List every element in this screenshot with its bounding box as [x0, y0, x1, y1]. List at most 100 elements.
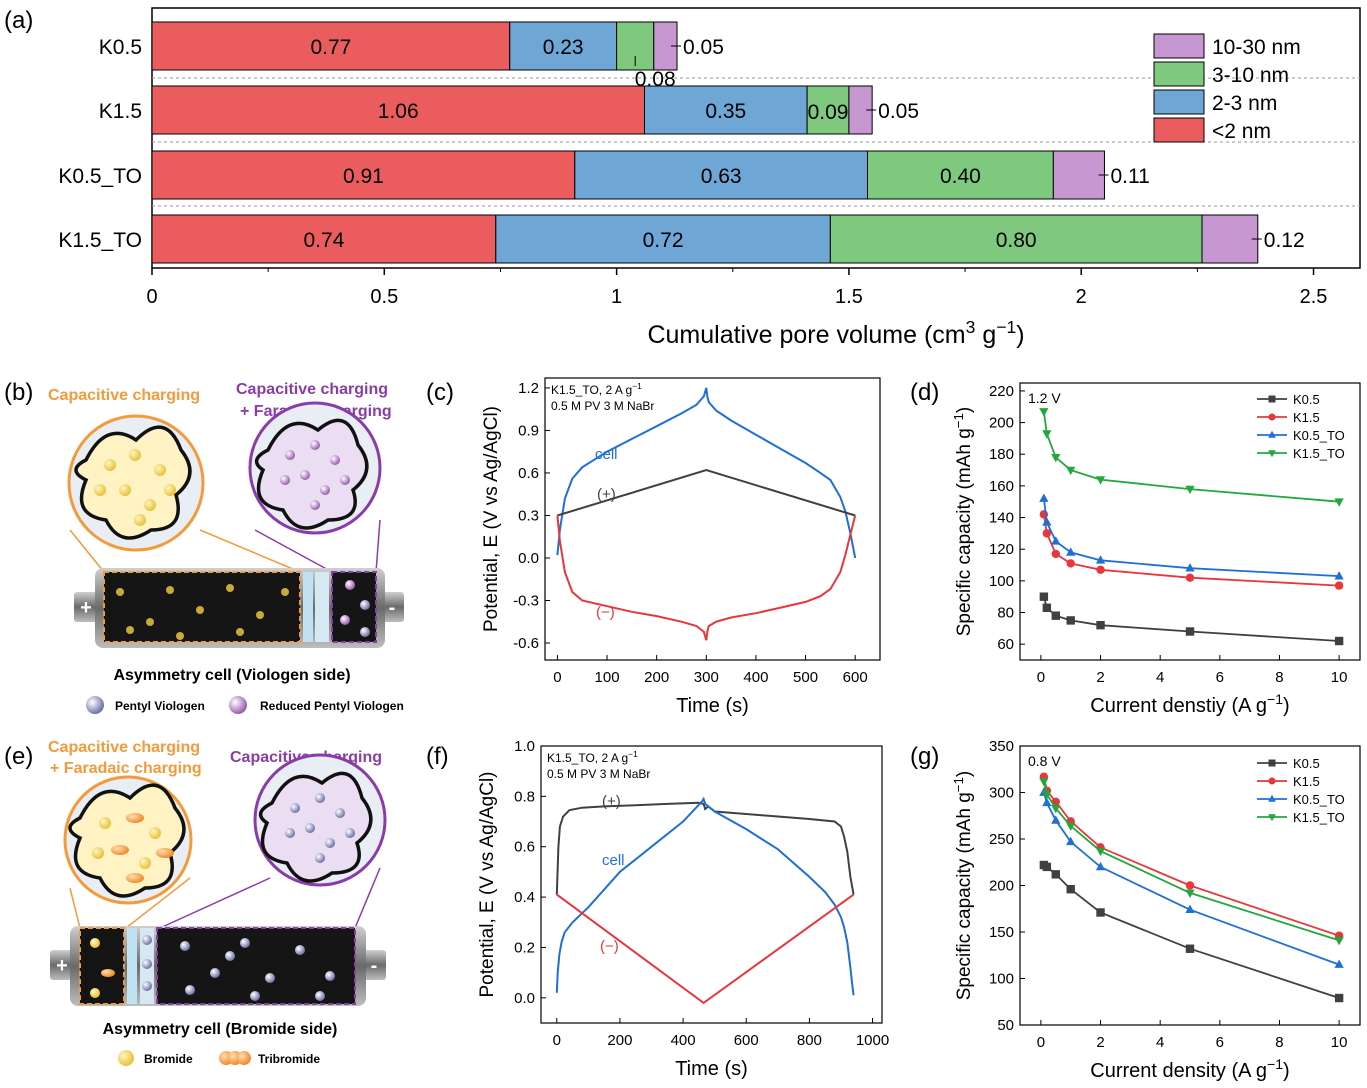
legend-label: <2 nm	[1212, 120, 1271, 143]
y-tick-label: 180	[989, 446, 1014, 463]
battery-cell: + -	[74, 568, 404, 648]
plot-frame	[151, 7, 1361, 269]
voltage-annotation: 0.8 V	[1028, 753, 1061, 769]
legend-label: K1.5_TO	[1293, 810, 1345, 825]
y-tick-label: 350	[989, 738, 1014, 755]
data-point	[1268, 395, 1276, 403]
minus-terminal: -	[371, 955, 378, 977]
data-label: 1.06	[378, 100, 419, 123]
x-tick-label: 100	[595, 669, 620, 686]
panel-label-e: (e)	[4, 743, 33, 770]
e-legend-2: Tribromide	[258, 1052, 320, 1066]
data-point	[1185, 944, 1195, 953]
legend-label: 2-3 nm	[1212, 92, 1277, 115]
annotation-line-1: K1.5_TO, 2 A g−1	[551, 381, 642, 397]
x-axis-label: Time (s)	[675, 1058, 748, 1080]
series-line	[1043, 498, 1340, 577]
y-tick-label: 160	[989, 478, 1014, 495]
x-tick-label: 2	[1096, 669, 1104, 686]
y-tick-label: 120	[989, 541, 1014, 558]
x-tick-label: 0	[1037, 669, 1045, 686]
y-tick-label: 0.2	[514, 939, 535, 956]
legend-label: K0.5_TO	[1293, 428, 1345, 443]
data-point	[1268, 413, 1276, 421]
y-axis-label: Specific capacity (mAh g−1)	[951, 771, 976, 1001]
capacity-chart-d: (d) 0 2 4 6 8 10 60 80 100 120 140 160 180 200 220 K0.5…	[910, 379, 1361, 717]
data-point	[1051, 815, 1061, 824]
text-span: Current density (A g	[1090, 1060, 1267, 1082]
data-point	[1051, 454, 1061, 463]
x-tick-label: 2.5	[1300, 286, 1328, 308]
zoom-line	[125, 877, 191, 929]
x-tick-label: 2	[1076, 286, 1087, 308]
curve-label: (−)	[596, 604, 615, 621]
plot-frame	[544, 377, 881, 661]
bar-segment	[509, 21, 618, 71]
text-span: Specific capacity (mAh g	[954, 792, 975, 1000]
x-tick-label: 8	[1275, 1034, 1283, 1051]
data-label: 0.08	[635, 68, 676, 91]
text-span: Specific capacity (mAh g	[954, 428, 975, 636]
curve-label: (+)	[602, 793, 621, 810]
y-tick-label: 250	[989, 831, 1014, 848]
data-point	[1268, 814, 1276, 822]
data-point	[1042, 603, 1052, 612]
category-label: K1.5	[99, 100, 142, 123]
data-point	[1039, 592, 1049, 601]
superscript: −1	[1267, 691, 1283, 707]
data-point	[1334, 581, 1344, 590]
cd-curve-chart-c: (c) 0 100 200 300 400 500 600 -0.6 -0.3 0.0 0.3 0.6…	[426, 377, 881, 717]
superscript: −1	[951, 413, 966, 428]
annotation-line-2: 0.5 M PV 3 M NaBr	[551, 399, 654, 413]
y-tick-label: 150	[989, 924, 1014, 941]
data-point	[1268, 430, 1276, 438]
panel-label-a: (a)	[4, 7, 33, 34]
data-point	[1051, 804, 1061, 814]
data-point	[1066, 466, 1076, 476]
data-point	[1185, 485, 1195, 495]
data-label: 0.05	[878, 100, 919, 123]
x-tick-label: 4	[1156, 1034, 1164, 1051]
curve-label: (−)	[600, 938, 619, 955]
x-tick-label: 10	[1331, 1034, 1348, 1051]
zoom-line	[254, 529, 333, 573]
data-point	[1334, 571, 1344, 580]
data-label: 0.12	[1264, 229, 1305, 252]
superscript: −1	[1267, 1056, 1283, 1072]
text-span: )	[1283, 1060, 1290, 1082]
zoom-line	[69, 529, 105, 573]
data-point	[1042, 791, 1052, 800]
data-label: 0.72	[643, 229, 684, 252]
text-span: )	[1016, 321, 1024, 349]
curve-c	[556, 515, 857, 641]
data-label: 0.09	[808, 101, 849, 124]
panel-label-b: (b)	[4, 379, 33, 406]
x-tick-label: 200	[607, 1032, 632, 1049]
data-point	[1185, 573, 1195, 582]
data-point	[1095, 861, 1106, 871]
data-label: 0.35	[705, 100, 746, 123]
legend-label: K0.5	[1293, 756, 1320, 771]
x-axis-label: Current denstiy (A g−1)	[1090, 691, 1289, 717]
bar-segment	[1052, 150, 1105, 200]
b-title-left: Capacitive charging	[48, 387, 200, 404]
text-span: Cumulative pore volume (cm	[647, 321, 965, 349]
x-axis-label: Time (s)	[676, 695, 749, 717]
data-point	[1096, 620, 1105, 630]
magnifier-bromide-capacitive	[253, 753, 387, 887]
panel-label-d: (d)	[910, 379, 939, 406]
data-point	[1334, 937, 1344, 946]
data-point	[1096, 908, 1105, 917]
bar-segment	[1201, 214, 1259, 264]
legend-swatch	[1153, 33, 1205, 59]
y-axis-label: Potential, E (V vs Ag/AgCl)	[481, 406, 502, 632]
data-point	[1185, 889, 1195, 898]
text-span: K1.5_TO, 2 A g	[547, 751, 628, 765]
text-span: )	[954, 407, 975, 413]
legend-label: 10-30 nm	[1212, 36, 1301, 59]
y-tick-label: 0.3	[518, 507, 539, 524]
plus-terminal: +	[56, 955, 68, 977]
bar-segment	[151, 150, 576, 200]
x-tick-label: 400	[671, 1032, 696, 1049]
x-tick-label: 0	[553, 1032, 561, 1049]
